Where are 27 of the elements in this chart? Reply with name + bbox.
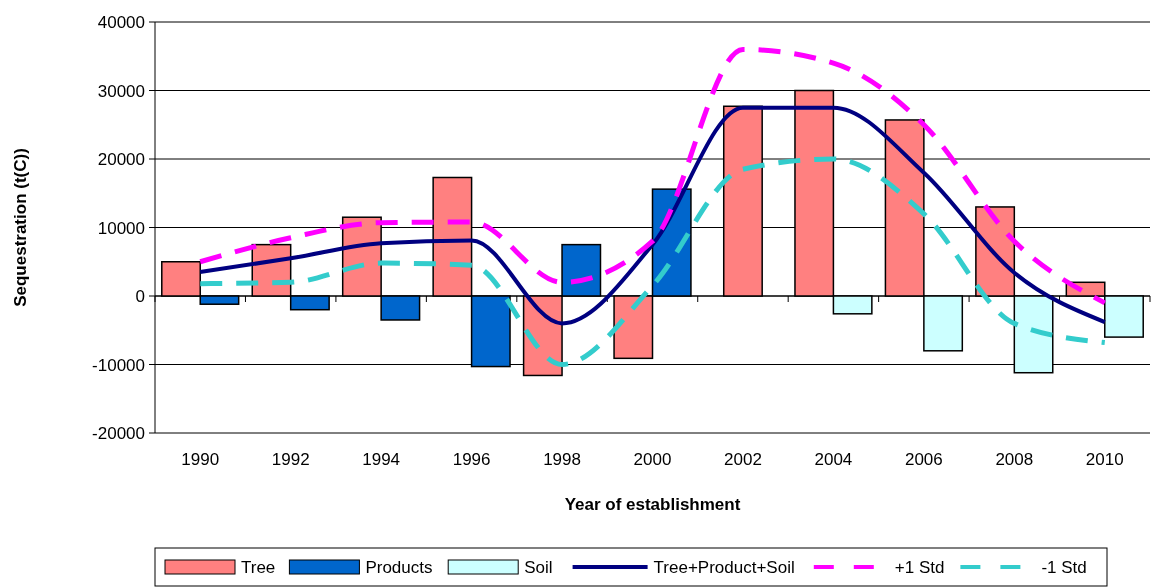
y-tick-label: 0	[135, 287, 145, 306]
y-tick-label: 40000	[97, 13, 145, 32]
x-tick-label: 1990	[181, 450, 220, 469]
x-tick-label: 2002	[724, 450, 762, 469]
x-tick-label: 1996	[452, 450, 491, 469]
x-tick-label: 1992	[271, 450, 310, 469]
x-axis-title: Year of establishment	[564, 495, 741, 514]
y-tick-label: 30000	[97, 81, 145, 101]
x-tick-label: 2010	[1085, 450, 1124, 469]
y-tick-label: -10000	[92, 355, 145, 375]
x-tick-label: 1998	[543, 450, 581, 469]
x-tick-label: 1994	[362, 450, 401, 469]
x-tick-label: 2008	[995, 450, 1034, 469]
y-axis-title: Sequestration (t(C))	[11, 148, 30, 307]
x-tick-label: 2000	[633, 450, 672, 469]
legend-label: Products	[365, 558, 433, 577]
y-tick-label: 20000	[97, 150, 145, 169]
legend-label: Tree+Product+Soil	[653, 558, 795, 577]
legend-label: Tree	[241, 558, 276, 577]
legend-label: +1 Std	[894, 558, 945, 577]
x-tick-label: 2006	[904, 450, 943, 469]
y-tick-label: 10000	[97, 218, 145, 238]
line-series	[198, 105, 1107, 326]
y-tick-label: -20000	[92, 424, 145, 443]
legend-label: -1 Std	[1041, 558, 1087, 577]
x-tick-label: 2004	[814, 450, 853, 469]
legend-label: Soil	[524, 558, 553, 577]
